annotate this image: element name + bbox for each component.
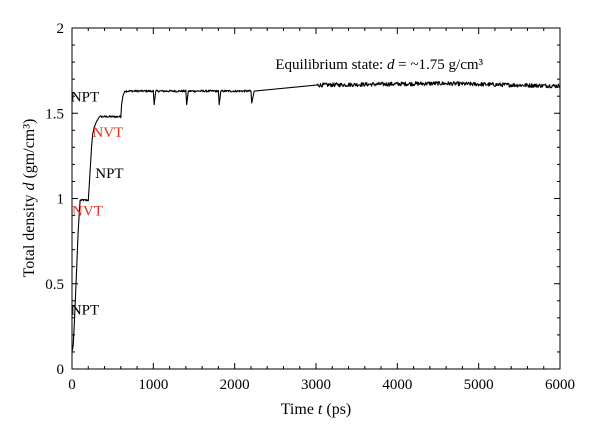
annotation-layer: NPT NVT NPT NVT NPT (71, 89, 124, 318)
plot-frame (71, 27, 561, 370)
y-tick-label: 1.5 (45, 106, 64, 122)
x-tick-label: 4000 (382, 377, 412, 393)
phase-annotation: NPT (95, 166, 123, 182)
y-axis-title: Total density d (gm/cm³) (21, 119, 38, 278)
phase-annotation: NPT (71, 89, 99, 105)
x-tick-label: 3000 (301, 377, 331, 393)
phase-annotation: NVT (72, 204, 103, 220)
y-tick-label: 0 (57, 362, 65, 378)
phase-annotation: NPT (71, 302, 99, 318)
x-tick-label: 5000 (464, 377, 494, 393)
data-layer (71, 80, 561, 353)
equilibrium-label: Equilibrium state: d = ~1.75 g/cm³ (275, 57, 483, 73)
y-tick-label: 1 (57, 192, 65, 208)
density-series-line (71, 80, 561, 353)
x-tick-label: 0 (68, 377, 76, 393)
x-axis-title: Time t (ps) (281, 401, 352, 418)
x-tick-label: 6000 (545, 377, 575, 393)
phase-annotation: NVT (92, 125, 123, 141)
ticks-layer: 0 1000 2000 3000 4000 5000 6000 0 0.5 1 1.5 2 (45, 21, 575, 393)
x-tick-label: 1000 (138, 377, 168, 393)
y-tick-label: 2 (57, 21, 65, 37)
x-tick-label: 2000 (220, 377, 250, 393)
y-tick-label: 0.5 (45, 277, 64, 293)
